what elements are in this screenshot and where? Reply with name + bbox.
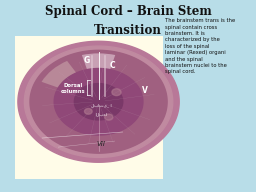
Wedge shape (41, 61, 99, 102)
Text: The brainstem trans is the
spinal contain cross
brainstem. It is
characterized b: The brainstem trans is the spinal contai… (165, 18, 235, 74)
Text: البها: البها (95, 112, 107, 116)
Polygon shape (74, 84, 123, 120)
Circle shape (83, 71, 104, 87)
Circle shape (105, 114, 113, 120)
Circle shape (93, 71, 114, 87)
Polygon shape (24, 46, 173, 157)
Text: Spinal Cord – Brain Stem: Spinal Cord – Brain Stem (45, 5, 211, 18)
Text: لباتي_ ا: لباتي_ ا (91, 103, 111, 107)
Text: V: V (142, 86, 148, 95)
Text: G: G (84, 56, 90, 65)
Polygon shape (30, 50, 167, 153)
Circle shape (84, 108, 92, 114)
Text: Dorsal
columns: Dorsal columns (61, 83, 85, 94)
Text: Transition: Transition (94, 24, 162, 37)
Bar (15, 36, 163, 179)
Circle shape (112, 89, 121, 96)
Text: C: C (110, 61, 115, 70)
Wedge shape (82, 53, 115, 102)
Polygon shape (18, 41, 179, 162)
Polygon shape (54, 69, 143, 135)
Text: VII: VII (97, 141, 106, 147)
